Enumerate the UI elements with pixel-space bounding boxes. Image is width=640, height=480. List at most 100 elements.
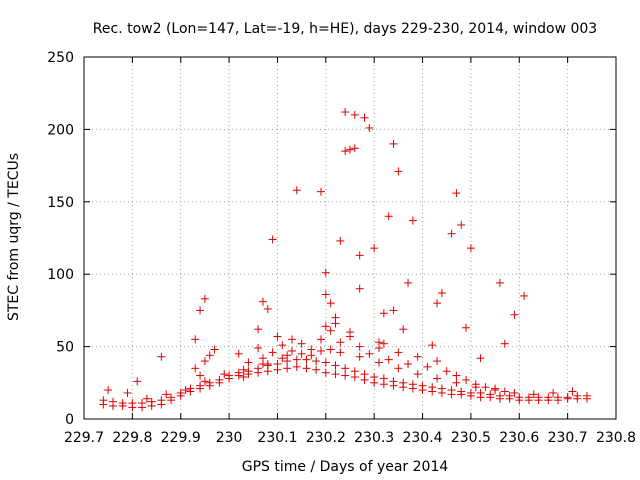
data-point [123,388,132,397]
data-point [529,390,538,399]
data-point [297,349,306,358]
data-point [205,351,214,360]
data-point [452,189,461,198]
data-point [341,147,350,156]
data-point [355,342,364,351]
x-tick-label: 229.8 [112,430,152,446]
data-point [365,123,374,132]
data-point [370,373,379,382]
data-point [234,349,243,358]
data-point [413,352,422,361]
plot-frame [83,56,617,420]
chart-title: Rec. tow2 (Lon=147, Lat=-19, h=HE), days… [93,21,597,37]
data-point [399,325,408,334]
data-point [196,306,205,315]
data-point [447,229,456,238]
data-point [394,167,403,176]
data-point [196,381,205,390]
data-point [476,388,485,397]
data-point [457,387,466,396]
data-point [331,313,340,322]
data-point [457,220,466,229]
y-tick-label: 200 [47,122,74,138]
data-point [404,359,413,368]
data-point [481,383,490,392]
data-point [297,339,306,348]
data-point [147,397,156,406]
data-point [254,364,263,373]
data-point [495,391,504,400]
data-point [500,387,509,396]
data-point [437,384,446,393]
data-point [181,386,190,395]
data-point [510,310,519,319]
data-point [176,388,185,397]
data-point [495,278,504,287]
data-point [336,236,345,245]
data-point [157,352,166,361]
y-axis-label: STEC from uqrg / TECUs [6,153,22,321]
data-point [365,349,374,358]
data-point [321,290,330,299]
data-point [346,145,354,154]
data-point [336,338,345,347]
data-point [316,335,325,344]
data-point [428,341,437,350]
data-point [331,361,340,370]
data-point [321,368,330,377]
y-tick-label: 250 [47,50,74,66]
data-point [321,268,330,277]
data-point [346,328,354,337]
data-point [466,388,475,397]
data-point [510,388,519,397]
x-axis-label: GPS time / Days of year 2014 [242,459,449,475]
data-point [399,378,408,387]
data-point [500,339,509,348]
data-point [254,344,263,353]
data-point [326,299,335,308]
data-point [408,380,417,389]
data-point [341,108,350,117]
data-point [210,345,219,354]
data-point [118,399,127,408]
data-point [162,390,171,399]
data-point [389,139,398,148]
data-point [142,394,151,403]
x-tick-label: 230.8 [596,430,636,446]
data-point [273,332,282,341]
data-point [220,370,229,379]
data-point [408,216,417,225]
data-point [476,354,485,363]
data-point [138,399,147,408]
data-point [316,346,325,355]
x-tick-label: 229.9 [161,430,201,446]
data-point [268,348,277,357]
data-point [321,358,330,367]
data-point [336,348,345,357]
data-point [437,289,446,298]
data-point [341,364,350,373]
data-point [515,393,524,402]
data-point [326,326,335,335]
data-point [167,393,176,402]
data-point [433,299,442,308]
data-point [292,186,301,195]
data-point [379,309,388,318]
data-point [568,387,577,396]
x-tick-label: 229.7 [64,430,104,446]
data-point [258,354,267,363]
grid-lines [84,57,616,419]
data-point [234,368,243,377]
data-point [573,391,582,400]
y-tick-label: 50 [56,340,74,356]
data-point [553,393,562,402]
data-point [524,393,533,402]
data-point [544,393,553,402]
data-point [384,212,393,221]
x-tick-label: 230 [216,430,243,446]
data-point [292,355,301,364]
data-point [370,244,379,253]
data-point [389,377,398,386]
data-point [413,370,422,379]
